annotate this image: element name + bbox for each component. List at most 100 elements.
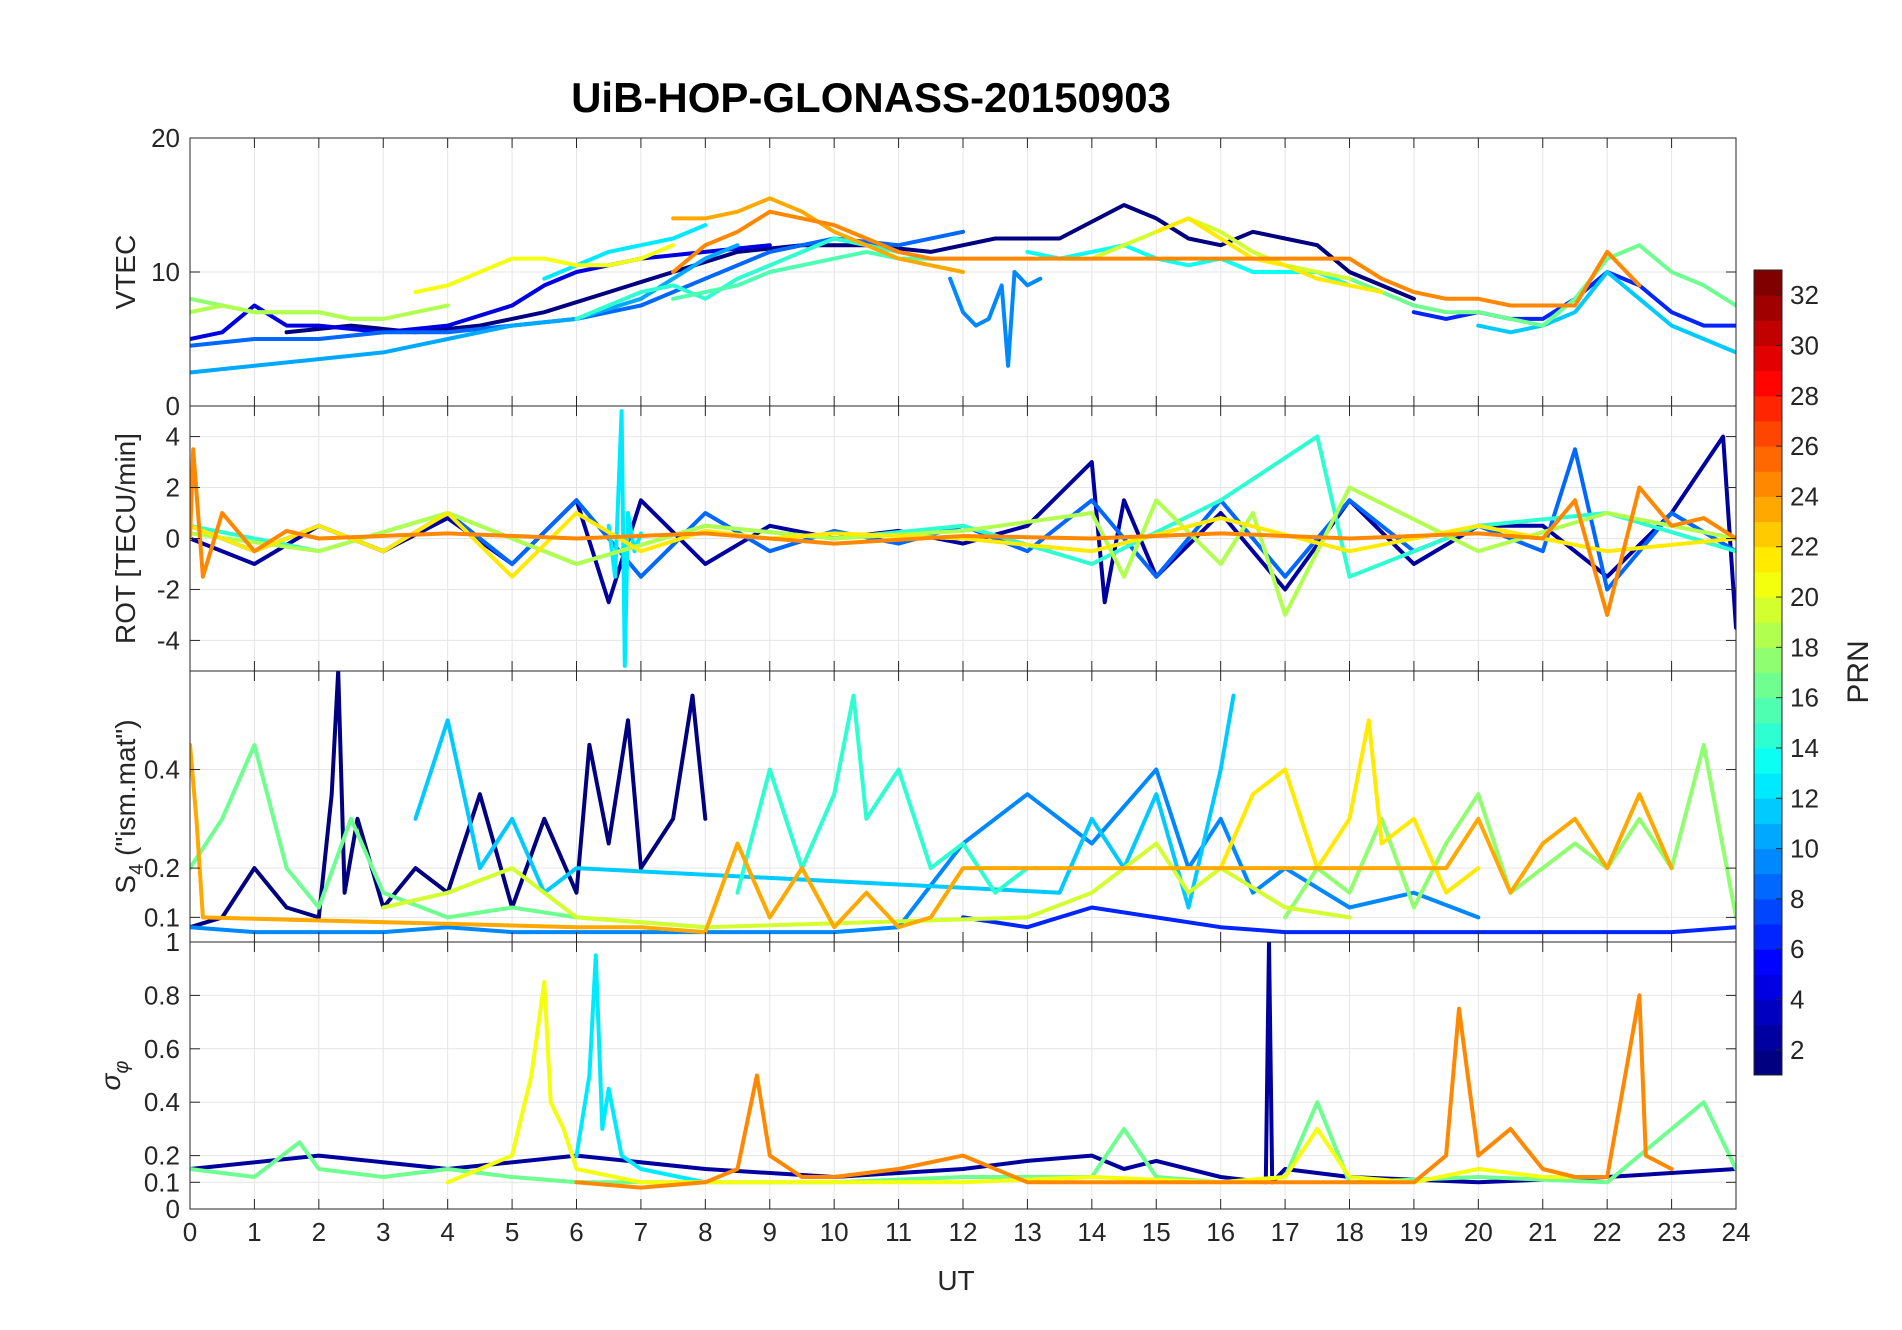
y-axis-label-sigma: σφ xyxy=(95,1061,133,1091)
x-tick-label: 5 xyxy=(505,1217,519,1247)
colorbar-tick-label: 32 xyxy=(1790,280,1819,310)
x-tick-label: 20 xyxy=(1464,1217,1493,1247)
colorbar-segment xyxy=(1754,622,1782,648)
y-axis-label-rot: ROT [TECU/min] xyxy=(110,433,141,644)
colorbar-tick-label: 2 xyxy=(1790,1035,1804,1065)
colorbar-segment xyxy=(1754,1049,1782,1076)
x-tick-label: 6 xyxy=(569,1217,583,1247)
x-tick-label: 12 xyxy=(949,1217,978,1247)
y-tick-label: 0.6 xyxy=(144,1034,180,1064)
series-line-prn-18 xyxy=(190,303,450,321)
x-tick-label: 18 xyxy=(1335,1217,1364,1247)
series-group xyxy=(190,409,1736,668)
series-line-prn-20 xyxy=(413,243,676,295)
colorbar-segment xyxy=(1754,597,1782,623)
x-tick-label: 2 xyxy=(312,1217,326,1247)
x-tick-label: 22 xyxy=(1593,1217,1622,1247)
x-tick-label: 19 xyxy=(1399,1217,1428,1247)
x-tick-label: 3 xyxy=(376,1217,390,1247)
colorbar-segment xyxy=(1754,974,1782,1001)
series-line-prn-18 xyxy=(190,485,1736,617)
colorbar-segment xyxy=(1754,521,1782,548)
colorbar-tick-label: 12 xyxy=(1790,783,1819,813)
colorbar-tick-label: 28 xyxy=(1790,381,1819,411)
colorbar-label: PRN xyxy=(1842,640,1875,703)
series-line-prn-11 xyxy=(413,693,1236,910)
colorbar-segment xyxy=(1754,496,1782,523)
series-line-prn-19 xyxy=(1057,216,1352,281)
colorbar-segment xyxy=(1754,320,1782,346)
series-group xyxy=(190,942,1736,1190)
colorbar-segment xyxy=(1754,471,1782,497)
x-tick-label: 0 xyxy=(183,1217,197,1247)
colorbar-tick-label: 16 xyxy=(1790,683,1819,713)
series-line-prn-11 xyxy=(1476,270,1736,355)
colorbar-tick-label: 24 xyxy=(1790,481,1819,511)
series-line-prn-10 xyxy=(190,243,740,375)
x-tick-labels: 0 1 2 3 4 5 6 7 8 9 10 11 12 13 14 15 16 17 18 19 20 21 22 23 24 xyxy=(183,1217,1751,1247)
x-tick-label: 21 xyxy=(1528,1217,1557,1247)
series-group xyxy=(190,671,1736,935)
series-group xyxy=(190,196,1736,375)
y-tick-label: 0.2 xyxy=(144,1141,180,1171)
colorbar-tick-label: 10 xyxy=(1790,834,1819,864)
series-line-prn-14 xyxy=(574,236,901,321)
colorbar-segment xyxy=(1754,295,1782,321)
x-tick-label: 9 xyxy=(763,1217,777,1247)
series-line-prn-12 xyxy=(542,223,708,281)
colorbar-segment xyxy=(1754,873,1782,900)
x-tick-label: 11 xyxy=(885,1217,912,1247)
y-tick-label: 0 xyxy=(166,524,180,554)
series-line-prn-21 xyxy=(1154,216,1384,295)
x-tick-label: 15 xyxy=(1142,1217,1171,1247)
panel-sigma: 00.10.2 0.4 0.6 0.8 1 σφ xyxy=(95,927,1737,1224)
chart-title: UiB-HOP-GLONASS-20150903 xyxy=(571,74,1171,121)
series-line-prn-2 xyxy=(190,942,1736,1185)
colorbar-segment xyxy=(1754,773,1782,799)
colorbar-segment xyxy=(1754,898,1782,925)
y-axis-label-s4: S4 ("ism.mat") xyxy=(110,719,148,893)
x-tick-label: 8 xyxy=(698,1217,712,1247)
colorbar-frame xyxy=(1753,269,1783,1076)
colorbar-segment xyxy=(1754,722,1782,749)
series-line-prn-1 xyxy=(284,203,1416,335)
y-axis-label-vtec: VTEC xyxy=(110,235,141,310)
x-tick-label: 23 xyxy=(1657,1217,1686,1247)
colorbar-segment xyxy=(1754,395,1782,422)
colorbar-tick-label: 20 xyxy=(1790,582,1819,612)
series-line-prn-14 xyxy=(735,693,1030,895)
colorbar-segment xyxy=(1754,370,1782,397)
colorbar-tick-label: 30 xyxy=(1790,330,1819,360)
y-tick-label: 0 xyxy=(166,391,180,421)
series-line-prn-16 xyxy=(190,1100,1736,1185)
y-tick-label: 0.4 xyxy=(144,755,180,785)
colorbar-segment xyxy=(1754,546,1782,573)
y-tick-label: 0.8 xyxy=(144,980,180,1010)
colorbar-segment xyxy=(1754,672,1782,699)
colorbar-tick-label: 22 xyxy=(1790,532,1819,562)
series-line-prn-24 xyxy=(574,993,1674,1190)
panel-vtec: 0 10 20 VTEC xyxy=(110,123,1737,421)
colorbar-tick-label: 6 xyxy=(1790,934,1804,964)
y-tick-label: 0 xyxy=(166,1194,180,1224)
colorbar-segment xyxy=(1754,345,1782,372)
series-line-prn-12 xyxy=(606,409,643,668)
colorbar-segment xyxy=(1754,848,1782,875)
colorbar-segment xyxy=(1754,949,1782,975)
series-line-prn-15 xyxy=(671,249,965,301)
series-line-prn-20 xyxy=(445,980,1610,1185)
y-tick-label: 0.2 xyxy=(144,853,180,883)
colorbar-tick-label: 26 xyxy=(1790,431,1819,461)
series-line-prn-24 xyxy=(190,447,1736,617)
series-line-prn-12 xyxy=(574,953,708,1185)
colorbar-segment xyxy=(1754,647,1782,673)
x-tick-label: 14 xyxy=(1077,1217,1106,1247)
x-tick-label: 4 xyxy=(440,1217,454,1247)
x-tick-label: 13 xyxy=(1013,1217,1042,1247)
x-tick-label: 10 xyxy=(820,1217,849,1247)
series-line-prn-21 xyxy=(1218,718,1481,895)
series-line-prn-23 xyxy=(190,742,1674,935)
colorbar-segment xyxy=(1754,1024,1782,1051)
x-axis-label: UT xyxy=(937,1265,974,1296)
